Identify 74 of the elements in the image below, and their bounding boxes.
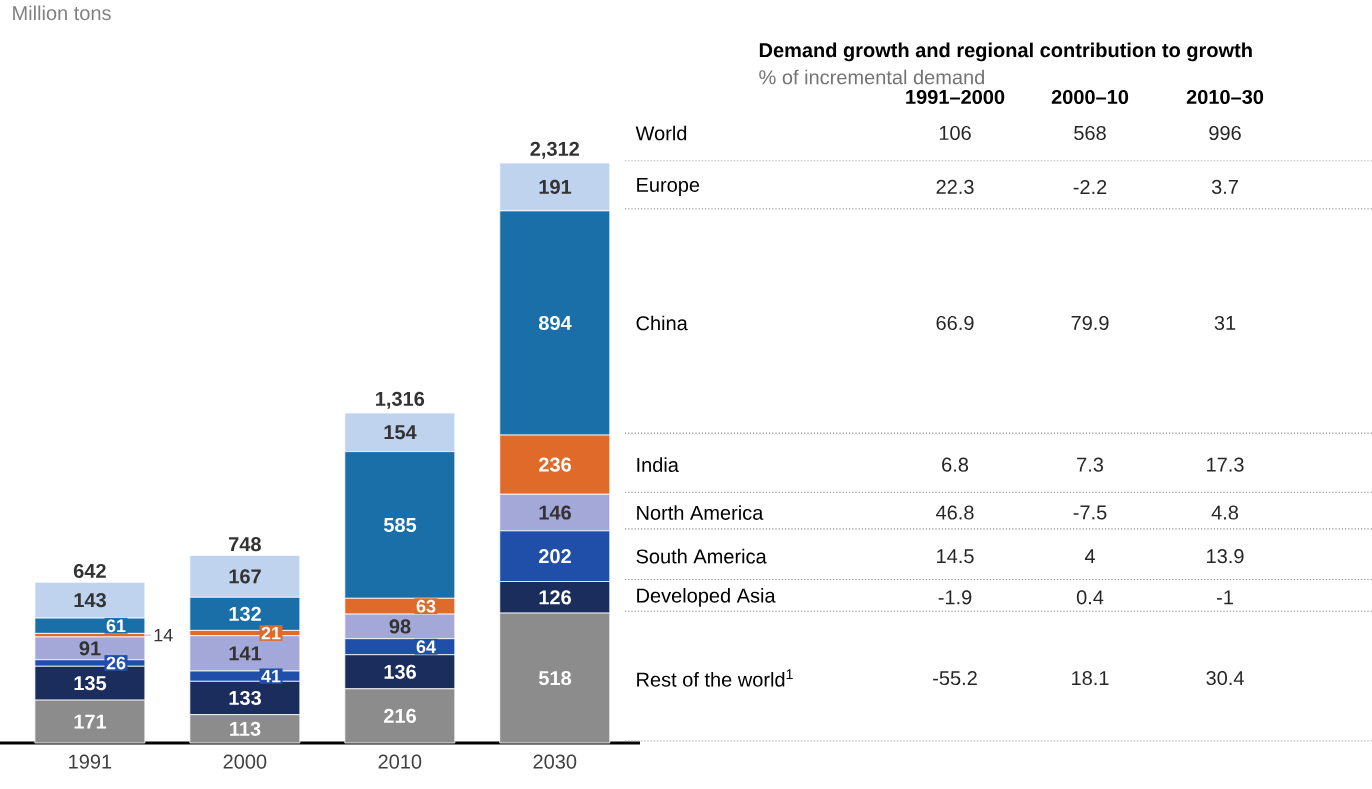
- data-label: 133: [229, 690, 261, 706]
- text: 17.3: [1207, 457, 1244, 472]
- category-label: Developed Asia: [637, 587, 776, 607]
- data-label: 202: [539, 549, 571, 564]
- data-label: 91: [79, 641, 101, 656]
- data-label: 585: [383, 517, 417, 533]
- text: -1: [1217, 590, 1233, 605]
- category-label: India: [637, 457, 679, 472]
- text: 13.9: [1207, 549, 1244, 564]
- data-label: 518: [538, 670, 572, 686]
- data-label: 126: [539, 590, 571, 605]
- text: % of incremental demand: [759, 69, 984, 85]
- total-label: 748: [229, 537, 261, 552]
- text: -1.9: [938, 590, 972, 605]
- text: 31: [1214, 315, 1236, 331]
- category-label: North America: [637, 505, 764, 520]
- data-label: 63: [416, 599, 436, 613]
- category-label: South America: [636, 548, 767, 564]
- data-label: 236: [539, 457, 571, 472]
- x-tick-label: 1991: [69, 754, 112, 769]
- x-tick-label: 2010: [378, 754, 422, 769]
- data-label: 98: [389, 619, 411, 634]
- data-label: 191: [539, 179, 572, 195]
- data-label: 135: [74, 676, 107, 691]
- data-label: 41: [261, 669, 281, 683]
- data-label: 26: [106, 656, 126, 670]
- text: -2.2: [1073, 179, 1107, 194]
- text: 106: [939, 125, 971, 141]
- data-label: 64: [416, 640, 436, 654]
- text: 22.3: [936, 179, 974, 195]
- text: 0.4: [1076, 590, 1104, 605]
- data-label: 14: [154, 628, 173, 642]
- total-label: 2,312: [530, 141, 579, 159]
- data-label: 141: [229, 646, 262, 661]
- category-label: Europe: [637, 177, 700, 196]
- category-label: World: [635, 125, 687, 141]
- data-label: 146: [539, 505, 571, 520]
- text: 46.8: [936, 505, 974, 520]
- data-label: 171: [74, 714, 107, 729]
- text: 6.8: [942, 457, 969, 472]
- text: 996: [1209, 125, 1241, 141]
- text: 79.9: [1071, 315, 1109, 331]
- data-label: 132: [229, 606, 261, 621]
- category-label: 2010–30: [1186, 89, 1264, 105]
- text: Demand growth and regional contribution to growth: [759, 42, 1252, 62]
- data-label: 167: [229, 569, 261, 584]
- text: 7.3: [1077, 457, 1104, 472]
- data-label: 216: [384, 708, 416, 723]
- data-label: 136: [384, 664, 416, 679]
- category-label: China: [636, 315, 688, 331]
- text: 66.9: [936, 315, 974, 331]
- text: 4.8: [1211, 505, 1239, 520]
- chart-title: Million tons: [13, 5, 111, 21]
- text: 568: [1074, 125, 1106, 141]
- text: 4: [1084, 549, 1095, 564]
- category-label: 1991–2000: [906, 89, 1005, 105]
- data-label: 894: [538, 315, 572, 331]
- text: 30.4: [1206, 670, 1244, 686]
- text: 18.1: [1072, 670, 1109, 686]
- total-label: 642: [73, 563, 106, 579]
- data-label: 113: [230, 721, 261, 736]
- x-tick-label: 2030: [533, 754, 577, 769]
- category-label: Rest of the world$^{1}$: [637, 669, 793, 687]
- total-label: 1,316: [376, 391, 425, 409]
- category-label: 2000–10: [1051, 89, 1129, 105]
- data-label: 61: [106, 619, 126, 633]
- text: -55.2: [933, 670, 977, 686]
- text: 14.5: [937, 549, 974, 564]
- text: -7.5: [1073, 505, 1107, 520]
- text: 3.7: [1211, 179, 1238, 195]
- data-label: 143: [74, 593, 106, 608]
- data-label: 154: [384, 425, 417, 440]
- data-label: 21: [261, 626, 281, 640]
- x-tick-label: 2000: [223, 754, 267, 769]
